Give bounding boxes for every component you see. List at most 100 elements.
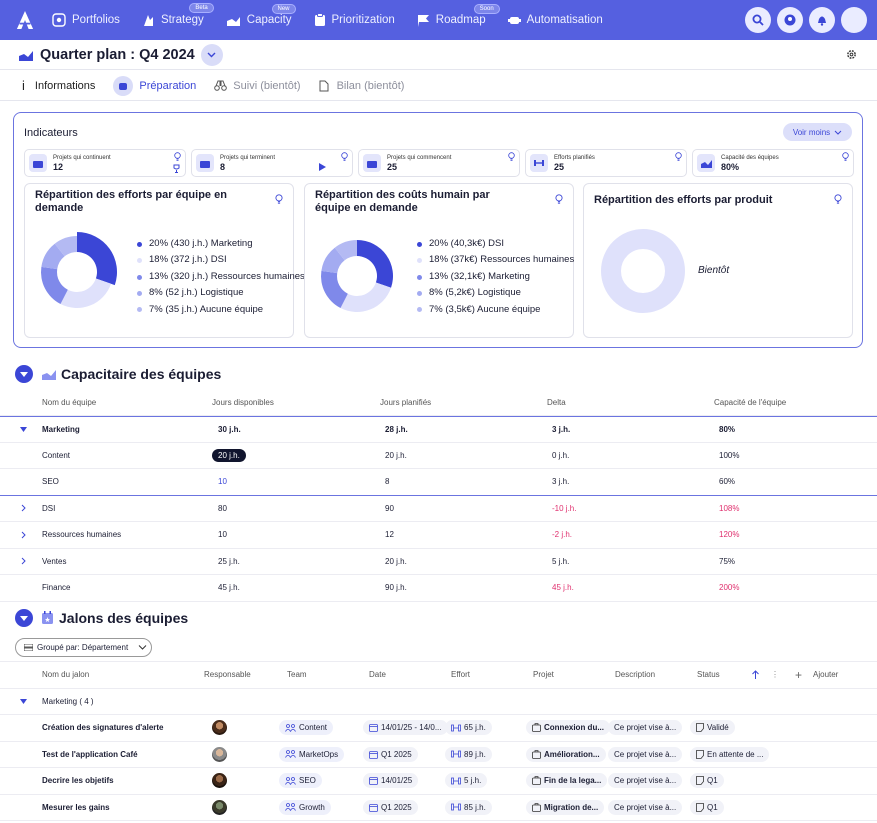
- chevron-right-icon[interactable]: [21, 504, 26, 512]
- notifications-button[interactable]: [809, 7, 835, 33]
- table-header: Nom du jalon Responsable Team Date Effor…: [0, 662, 877, 689]
- kpi-card: Capacité des équipes 80%: [692, 149, 854, 177]
- donut-slice[interactable]: [77, 232, 118, 286]
- search-icon: [752, 14, 764, 26]
- lightbulb-icon[interactable]: [508, 152, 515, 161]
- add-column-button[interactable]: Ajouter: [813, 670, 839, 680]
- chevron-right-icon[interactable]: [21, 531, 26, 539]
- user-avatar[interactable]: [841, 7, 867, 33]
- nav-prioritization[interactable]: Prioritization: [314, 13, 395, 27]
- donut-slice[interactable]: [54, 236, 77, 257]
- group-by-dropdown[interactable]: Groupé par: Département: [15, 638, 152, 657]
- available-days-input[interactable]: 10: [218, 477, 227, 487]
- milestone-row[interactable]: Création des signatures d'alerte Content…: [0, 715, 877, 742]
- profile-button[interactable]: [777, 7, 803, 33]
- app-logo[interactable]: [16, 10, 34, 30]
- effort-chip[interactable]: 65 j.h.: [445, 720, 492, 736]
- nav-portfolios[interactable]: Portfolios: [52, 13, 120, 27]
- effort-chip[interactable]: 85 j.h.: [445, 799, 492, 815]
- table-row[interactable]: Marketing 30 j.h. 28 j.h. 3 j.h. 80%: [0, 416, 877, 443]
- tab-preparation[interactable]: Préparation: [113, 75, 196, 96]
- milestone-row[interactable]: Mesurer les gains Growth Q1 2025 85 j.h.…: [0, 795, 877, 821]
- group-label: Marketing ( 4 ): [42, 696, 94, 706]
- lightbulb-icon[interactable]: [341, 152, 348, 161]
- nav-roadmap[interactable]: Roadmap Soon: [417, 3, 500, 27]
- lightbulb-icon[interactable]: [675, 152, 682, 161]
- description-chip[interactable]: Ce projet vise à...: [608, 720, 683, 736]
- project-chip[interactable]: Amélioration...: [526, 746, 606, 762]
- donut-slice[interactable]: [41, 243, 65, 270]
- team-chip[interactable]: SEO: [279, 773, 322, 789]
- date-chip[interactable]: 14/01/25: [363, 773, 419, 789]
- effort-chip[interactable]: 89 j.h.: [445, 746, 492, 762]
- project-chip[interactable]: Fin de la lega...: [526, 773, 608, 789]
- voir-moins-button[interactable]: Voir moins: [783, 123, 852, 141]
- collapse-button[interactable]: [15, 365, 33, 383]
- donut-slice[interactable]: [321, 270, 348, 308]
- description-label: Ce projet vise à...: [614, 802, 677, 812]
- tab-bilan[interactable]: Bilan (bientôt): [319, 80, 404, 92]
- table-row[interactable]: SEO 10 8 3 j.h. 60%: [0, 469, 877, 496]
- description-chip[interactable]: Ce projet vise à...: [608, 799, 683, 815]
- chevron-right-icon[interactable]: [21, 557, 26, 565]
- table-row[interactable]: Ventes 25 j.h. 20 j.h. 5 j.h. 75%: [0, 549, 877, 575]
- available-days-input[interactable]: 20 j.h.: [212, 448, 246, 462]
- milestone-name: Test de l'application Café: [42, 749, 138, 759]
- settings-gear-icon[interactable]: [846, 49, 857, 60]
- lightbulb-icon[interactable]: [555, 194, 563, 204]
- project-chip[interactable]: Migration de...: [526, 799, 605, 815]
- capacity: 75%: [719, 556, 736, 566]
- description-chip[interactable]: Ce projet vise à...: [608, 746, 683, 762]
- group-row[interactable]: Marketing ( 4 ): [0, 689, 877, 715]
- lightbulb-icon[interactable]: [174, 152, 181, 161]
- donut-slice[interactable]: [41, 266, 68, 304]
- status-chip[interactable]: Validé: [690, 720, 735, 736]
- collapse-button[interactable]: [15, 609, 33, 627]
- tab-suivi[interactable]: Suivi (bientôt): [214, 80, 301, 92]
- lightbulb-icon[interactable]: [842, 152, 849, 161]
- nav-capacity[interactable]: Capacity New: [226, 3, 296, 27]
- donut-slice[interactable]: [340, 282, 392, 312]
- team-chip[interactable]: Content: [279, 720, 334, 736]
- table-row[interactable]: Content 20 j.h. 20 j.h. 0 j.h. 100%: [0, 443, 877, 469]
- donut-slice[interactable]: [60, 278, 112, 308]
- caret-down-icon[interactable]: [20, 426, 27, 432]
- table-row[interactable]: Finance 45 j.h. 90 j.h. 45 j.h. 200%: [0, 575, 877, 602]
- table-header: Nom du équipe Jours disponibles Jours pl…: [0, 390, 877, 416]
- team-chip[interactable]: Growth: [279, 799, 331, 815]
- donut-slice[interactable]: [357, 240, 393, 288]
- lightbulb-icon[interactable]: [834, 194, 842, 204]
- more-options-icon[interactable]: ⋮: [771, 670, 779, 680]
- donut-slice[interactable]: [334, 240, 357, 261]
- card-title: Répartition des efforts par produit: [594, 194, 773, 206]
- description-chip[interactable]: Ce projet vise à...: [608, 773, 683, 789]
- status-chip[interactable]: En attente de ...: [690, 746, 770, 762]
- date-chip[interactable]: Q1 2025: [363, 799, 418, 815]
- nav-automatisation[interactable]: Automatisation: [507, 14, 603, 27]
- milestone-row[interactable]: Decrire les objetifs SEO 14/01/25 5 j.h.…: [0, 768, 877, 795]
- milestone-row[interactable]: Test de l'application Café MarketOps Q1 …: [0, 742, 877, 768]
- avatar[interactable]: [212, 773, 227, 789]
- table-row[interactable]: DSI 80 90 -10 j.h. 108%: [0, 496, 877, 522]
- plus-icon[interactable]: +: [795, 667, 803, 682]
- project-chip[interactable]: Connexion du...: [526, 720, 610, 736]
- avatar[interactable]: [212, 746, 227, 762]
- nav-strategy[interactable]: Strategy Beta: [142, 3, 214, 27]
- effort-chip[interactable]: 5 j.h.: [445, 773, 488, 789]
- team-chip[interactable]: MarketOps: [279, 746, 345, 762]
- search-button[interactable]: [745, 7, 771, 33]
- sort-arrow-up-icon[interactable]: [752, 670, 759, 680]
- title-dropdown-button[interactable]: [200, 43, 223, 66]
- avatar[interactable]: [212, 799, 227, 815]
- status-chip[interactable]: Q1: [690, 773, 724, 789]
- caret-down-icon[interactable]: [20, 698, 27, 704]
- table-row[interactable]: Ressources humaines 10 12 -2 j.h. 120%: [0, 522, 877, 549]
- tab-informations[interactable]: i Informations: [22, 78, 95, 93]
- status-chip[interactable]: Q1: [690, 799, 724, 815]
- avatar[interactable]: [212, 720, 227, 736]
- date-chip[interactable]: Q1 2025: [363, 746, 418, 762]
- strategy-icon: [143, 15, 153, 26]
- date-chip[interactable]: 14/01/25 - 14/0...: [363, 720, 448, 736]
- donut-slice[interactable]: [321, 247, 345, 274]
- lightbulb-icon[interactable]: [275, 194, 283, 204]
